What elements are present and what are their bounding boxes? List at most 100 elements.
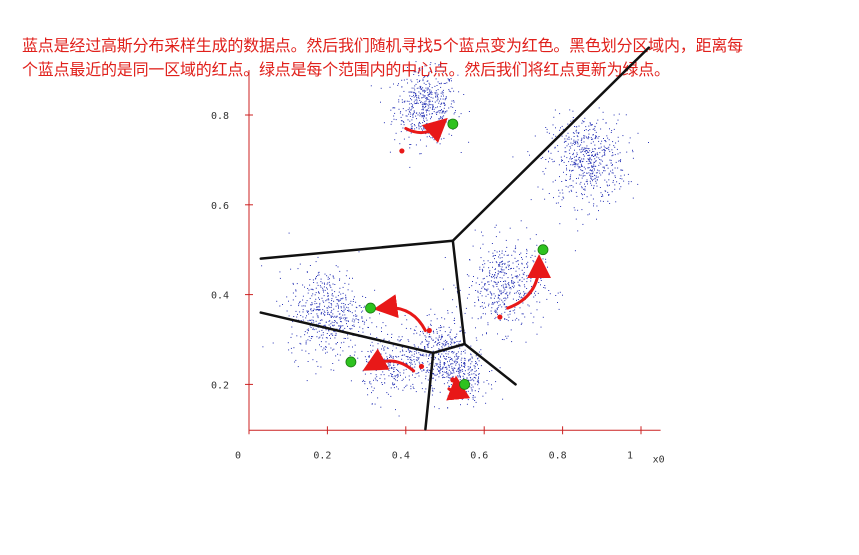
data-point [388, 365, 390, 367]
data-point [589, 122, 591, 124]
data-point [553, 116, 555, 118]
data-point [451, 100, 453, 102]
data-point [435, 112, 437, 114]
data-point [385, 352, 387, 354]
data-point [343, 311, 345, 313]
data-point [527, 304, 529, 306]
data-point [403, 372, 405, 374]
data-point [505, 280, 507, 282]
data-point [426, 128, 428, 130]
data-point [412, 107, 414, 109]
data-point [327, 278, 329, 280]
data-point [327, 292, 328, 294]
data-point [594, 126, 596, 128]
data-point [320, 313, 322, 315]
data-point [514, 309, 516, 311]
data-point [376, 376, 378, 378]
data-point [423, 77, 425, 78]
data-point [600, 163, 602, 165]
data-point [436, 368, 438, 370]
data-point [337, 342, 338, 343]
data-point [467, 366, 469, 368]
data-point [394, 367, 396, 369]
data-point [520, 296, 522, 298]
data-point [453, 90, 455, 92]
data-point [345, 318, 347, 320]
data-point [481, 231, 482, 233]
data-point [528, 305, 530, 307]
data-point [387, 393, 389, 395]
data-point [510, 268, 511, 270]
data-point [578, 132, 580, 133]
data-point [411, 363, 413, 365]
data-point [326, 309, 328, 311]
data-point [315, 277, 317, 279]
data-point [305, 350, 307, 352]
data-point [439, 360, 441, 362]
data-point [494, 318, 496, 320]
data-point [588, 136, 589, 138]
data-point [403, 79, 405, 81]
data-point [498, 264, 500, 266]
data-point [440, 116, 442, 118]
data-point [497, 288, 499, 290]
data-point [358, 305, 360, 307]
data-point [584, 188, 586, 190]
data-point [529, 238, 531, 240]
data-point [420, 86, 422, 88]
data-point [393, 362, 395, 364]
data-point [480, 247, 481, 249]
data-point [371, 392, 372, 394]
data-point [405, 356, 407, 357]
data-point [389, 354, 391, 356]
data-point [438, 353, 440, 355]
data-point [410, 79, 412, 81]
data-point [506, 246, 508, 248]
data-point [519, 279, 521, 281]
data-point [555, 295, 557, 296]
data-point [318, 330, 320, 332]
data-point [438, 348, 440, 350]
data-point [587, 155, 589, 156]
data-point [468, 368, 470, 370]
data-point [419, 115, 421, 117]
data-point [470, 363, 472, 365]
data-point [418, 87, 420, 89]
data-point [339, 318, 341, 320]
data-point [575, 163, 577, 165]
data-point [596, 152, 598, 154]
data-point [580, 181, 582, 183]
data-point [435, 374, 437, 376]
data-point [319, 309, 321, 311]
data-point [478, 391, 479, 393]
data-point [436, 114, 438, 115]
data-point [537, 186, 539, 188]
data-point [292, 292, 294, 294]
data-point [434, 374, 436, 376]
data-point [499, 291, 501, 293]
data-point [432, 137, 434, 139]
data-point [422, 94, 424, 96]
data-point [497, 307, 499, 308]
caption: 蓝点是经过高斯分布采样生成的数据点。然后我们随机寻找5个蓝点变为红色。黑色划分区… [22, 34, 852, 82]
data-point [332, 295, 334, 297]
data-point [417, 346, 419, 348]
data-point [311, 302, 313, 304]
data-point [587, 138, 589, 140]
data-point [450, 338, 452, 340]
data-point [428, 371, 430, 373]
data-point [319, 285, 321, 287]
data-point [415, 71, 417, 73]
data-point [402, 121, 404, 122]
data-point [406, 319, 408, 321]
data-point [439, 106, 441, 108]
data-point [451, 134, 453, 136]
data-point [592, 173, 594, 175]
data-point [390, 395, 392, 397]
data-point [306, 271, 308, 273]
data-point [337, 310, 339, 312]
data-point [300, 343, 302, 345]
data-point [582, 160, 584, 162]
data-point [504, 318, 506, 320]
data-point [630, 181, 632, 183]
